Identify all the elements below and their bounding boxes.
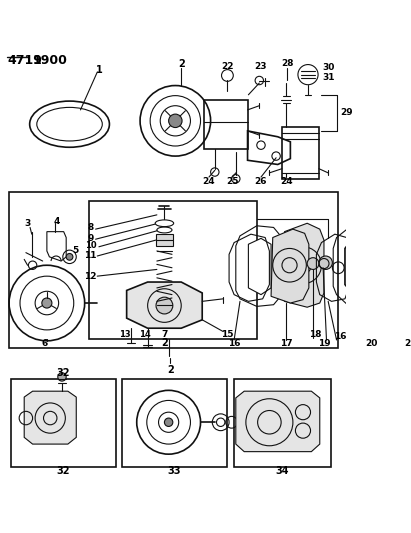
Circle shape (169, 114, 182, 127)
Circle shape (307, 257, 319, 270)
Bar (11, 378, 116, 467)
Text: 24: 24 (280, 177, 293, 186)
Text: 2: 2 (161, 338, 168, 349)
Circle shape (319, 256, 332, 270)
Text: 33: 33 (168, 466, 181, 476)
Text: 1900: 1900 (32, 54, 67, 68)
Text: 28: 28 (281, 59, 293, 68)
Text: 26: 26 (255, 177, 267, 186)
Text: 23: 23 (255, 62, 267, 71)
Text: 16: 16 (335, 332, 347, 341)
Text: 19: 19 (318, 339, 330, 348)
Bar (122, 378, 227, 467)
Text: 16: 16 (228, 339, 240, 348)
Text: 3: 3 (24, 219, 31, 228)
Bar (282, 127, 319, 179)
Text: 15: 15 (221, 330, 233, 340)
Circle shape (164, 418, 173, 426)
Polygon shape (127, 282, 202, 328)
Polygon shape (345, 234, 397, 296)
Text: 30: 30 (323, 63, 335, 72)
Text: 29: 29 (340, 108, 353, 117)
Circle shape (156, 297, 173, 314)
Text: 4: 4 (54, 217, 60, 226)
Bar (9, 192, 338, 348)
Text: 9: 9 (88, 234, 94, 243)
Text: 31: 31 (323, 74, 335, 83)
Circle shape (42, 298, 52, 308)
Text: 4719: 4719 (7, 54, 42, 68)
Text: 25: 25 (226, 177, 239, 186)
Text: 2: 2 (178, 59, 185, 69)
Text: 6: 6 (41, 339, 48, 348)
Bar (204, 100, 247, 149)
Text: 2: 2 (167, 365, 174, 375)
Bar (156, 234, 173, 246)
Text: 32: 32 (56, 368, 69, 378)
Polygon shape (248, 238, 271, 295)
Text: 7: 7 (161, 329, 168, 338)
Text: 12: 12 (84, 272, 97, 281)
Text: 13: 13 (119, 329, 131, 338)
Text: 34: 34 (275, 466, 289, 476)
Text: 14: 14 (139, 330, 151, 340)
Text: 32: 32 (56, 466, 69, 476)
Polygon shape (271, 229, 309, 303)
Bar (89, 200, 257, 339)
Circle shape (66, 254, 73, 260)
Text: 21: 21 (404, 339, 411, 348)
Text: 18: 18 (309, 330, 322, 340)
Circle shape (58, 373, 66, 381)
Bar (234, 378, 331, 467)
Text: 8: 8 (88, 223, 94, 232)
Text: 22: 22 (221, 62, 233, 71)
Text: 1: 1 (97, 64, 103, 75)
Text: 5: 5 (72, 246, 79, 255)
Polygon shape (236, 391, 320, 451)
Polygon shape (284, 223, 324, 307)
Text: 10: 10 (85, 241, 96, 251)
Text: 20: 20 (366, 339, 378, 348)
Text: 17: 17 (280, 339, 293, 348)
Text: 11: 11 (84, 251, 97, 260)
Polygon shape (24, 391, 76, 444)
Text: 24: 24 (203, 177, 215, 186)
